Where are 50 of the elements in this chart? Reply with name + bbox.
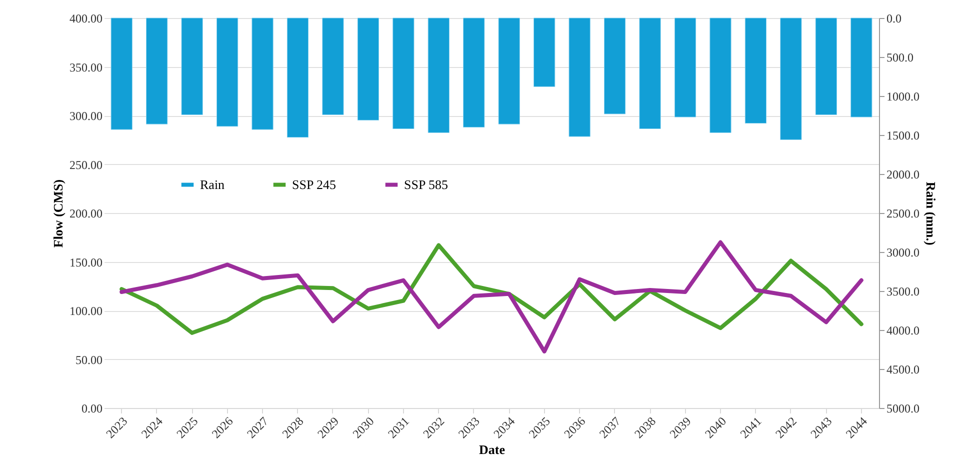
bar xyxy=(744,18,767,124)
y-tick-label: 100.00 xyxy=(70,304,102,318)
y2-tick-label: 500.0 xyxy=(886,50,914,64)
y-tick-label: 350.00 xyxy=(70,60,102,74)
y2-tick-label: 2000.0 xyxy=(886,168,920,182)
bar xyxy=(534,18,556,87)
bar xyxy=(639,18,661,130)
y2-tick-label: 3500.0 xyxy=(886,284,920,298)
bar xyxy=(392,18,414,130)
y-axis-title: Flow (CMS) xyxy=(50,179,66,248)
bar xyxy=(252,18,274,130)
bar xyxy=(674,18,696,118)
bar xyxy=(428,18,450,133)
y-tick-label: 50.00 xyxy=(76,352,102,367)
legend-label: SSP 245 xyxy=(292,176,336,192)
y2-tick-label: 1500.0 xyxy=(886,128,920,142)
bar xyxy=(216,18,238,127)
y-tick-label: 400.00 xyxy=(70,12,102,26)
bar xyxy=(498,18,520,124)
y-tick-label: 300.00 xyxy=(70,109,102,123)
line-series xyxy=(120,240,864,354)
bar xyxy=(780,18,802,140)
y2-tick-label: 4000.0 xyxy=(886,324,920,338)
y2-axis-title: Rain (mm.) xyxy=(924,182,938,246)
line-series xyxy=(120,243,864,335)
bar xyxy=(357,18,380,120)
x-axis-title: Date xyxy=(479,442,506,458)
y2-tick-label: 5000.0 xyxy=(886,402,920,416)
bar xyxy=(146,18,168,124)
y2-tick-label: 0.0 xyxy=(886,12,902,26)
legend-label: SSP 585 xyxy=(404,176,448,192)
y-tick-label: 250.00 xyxy=(70,158,102,172)
y2-tick-label: 4500.0 xyxy=(886,362,920,376)
bar xyxy=(568,18,590,137)
y-tick-label: 0.00 xyxy=(82,402,102,416)
bar xyxy=(286,18,309,138)
legend-label: Rain xyxy=(200,176,226,192)
y2-tick-label: 2500.0 xyxy=(886,206,920,220)
y2-tick-label: 1000.0 xyxy=(886,90,920,104)
y-tick-label: 150.00 xyxy=(70,255,102,270)
bar xyxy=(181,18,203,115)
bar xyxy=(815,18,837,115)
bar xyxy=(710,18,732,133)
y2-tick-label: 3000.0 xyxy=(886,246,920,260)
bar xyxy=(604,18,626,114)
y-tick-label: 200.00 xyxy=(70,206,102,220)
bar xyxy=(850,18,872,118)
bar xyxy=(322,18,344,115)
bar xyxy=(110,18,132,130)
bar xyxy=(463,18,485,128)
